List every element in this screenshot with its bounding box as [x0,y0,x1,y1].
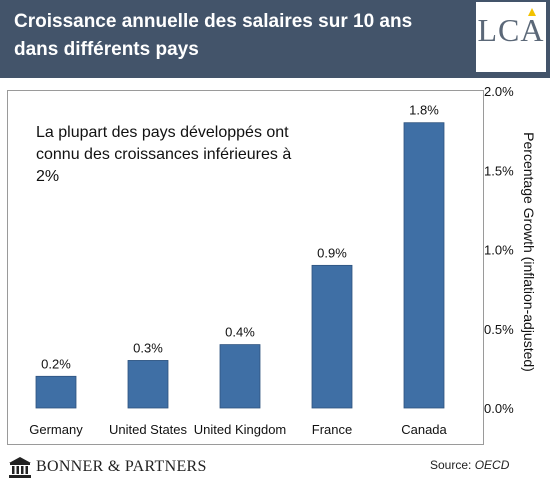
x-category-label: Germany [29,422,83,437]
bar-value-label: 0.9% [317,245,347,260]
brand-name: BONNER & PARTNERS [36,458,207,475]
building-icon [9,457,31,478]
bar-value-label: 0.2% [41,356,71,371]
bar-united-kingdom [219,344,261,409]
x-category-label: United States [109,422,188,437]
y-tick-label: 0.0% [484,401,514,416]
y-tick-label: 1.5% [484,163,514,178]
chart-title: Croissance annuelle des salaires sur 10 … [14,11,413,60]
plot-frame [7,90,484,445]
bar-value-label: 0.4% [225,325,255,340]
source-label: Source: [430,458,472,472]
bar-france [311,264,353,409]
y-axis-label: Percentage Growth (inflation-adjusted) [521,132,537,372]
logo-accent-icon [528,8,536,16]
source-note: Source: OECD [430,458,509,472]
lca-logo-text: LCA [477,12,545,48]
y-tick-label: 0.5% [484,322,514,337]
bar-canada [403,122,445,409]
bars-group [35,122,445,409]
annotation-text: La plupart des pays développés ont connu… [36,124,292,185]
header-banner: Croissance annuelle des salaires sur 10 … [0,0,550,78]
x-category-label: Canada [401,422,447,437]
source-name: OECD [474,458,510,472]
bar-united-states [127,360,169,409]
bar-value-label: 1.8% [409,103,439,118]
y-tick-label: 2.0% [484,84,514,99]
lca-logo: LCA [476,2,546,72]
y-ticks-group: 0.0% 0.5% 1.0% 1.5% 2.0% [484,84,514,416]
bar-value-label: 0.3% [133,340,163,355]
y-tick-label: 1.0% [484,243,514,258]
bar-germany [35,375,77,409]
x-categories-group: Germany United States United Kingdom France… [29,422,447,437]
bar-labels-group: 0.2% 0.3% 0.4% 0.9% 1.8% [41,103,439,372]
x-category-label: France [312,422,352,437]
x-category-label: United Kingdom [194,422,287,437]
